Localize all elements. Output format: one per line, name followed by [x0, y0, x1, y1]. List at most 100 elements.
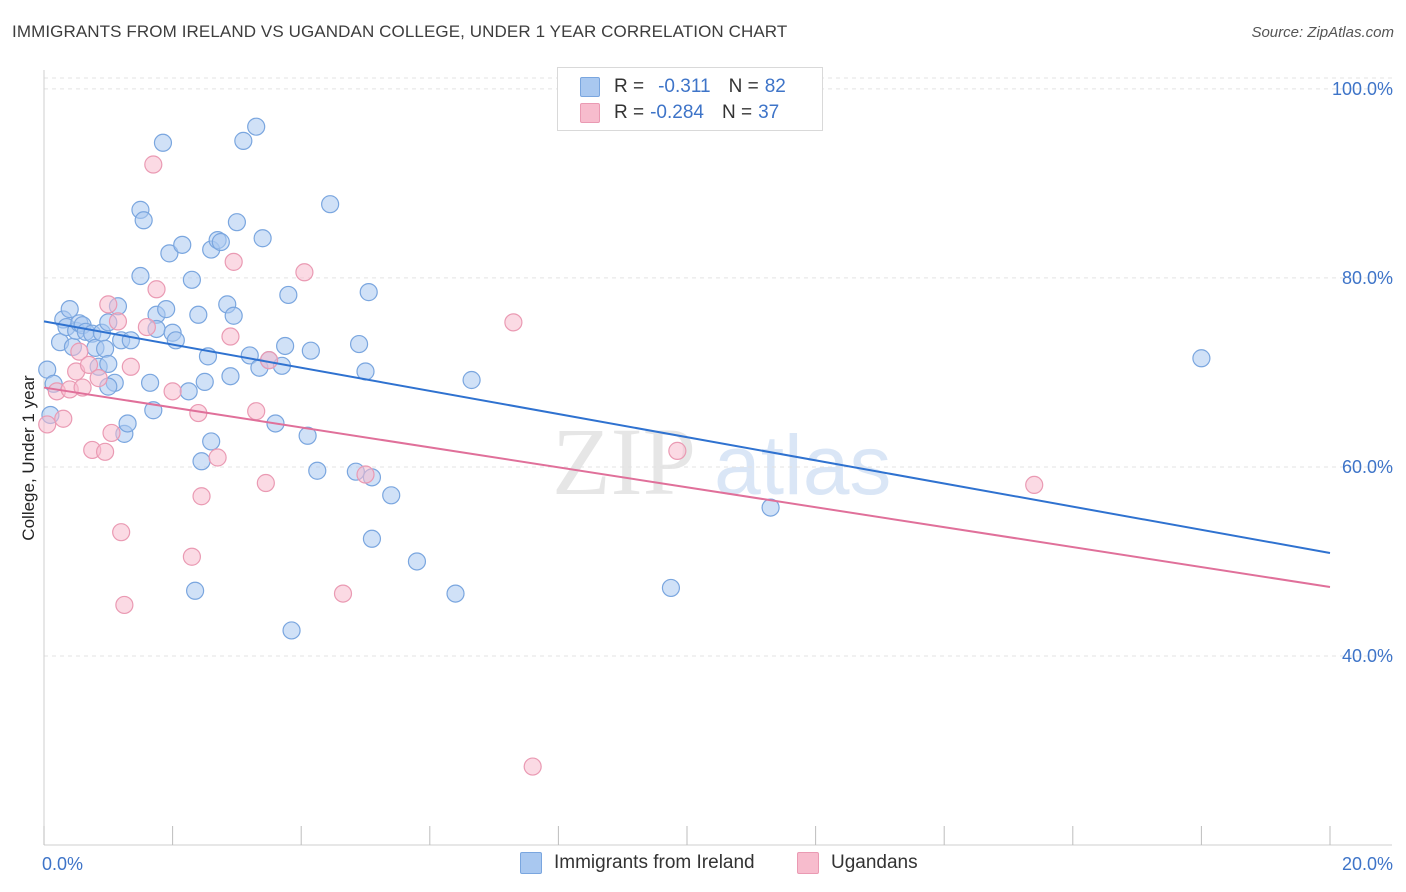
ireland-point — [121, 331, 140, 350]
ugandans-point — [163, 382, 182, 401]
axes — [43, 70, 1392, 846]
ireland-point — [182, 270, 201, 289]
ugandans-point — [89, 369, 108, 388]
ugandans-point — [38, 415, 57, 434]
y-tick-label: 80.0% — [1342, 268, 1393, 288]
ugandans-trend-line — [43, 386, 1331, 588]
ireland-point — [173, 235, 192, 254]
n-value: 37 — [758, 102, 780, 123]
ireland-point — [189, 305, 208, 324]
ireland-point — [253, 229, 272, 248]
legend-label-ireland: Immigrants from Ireland — [554, 852, 755, 873]
ireland-point — [118, 414, 137, 433]
ireland-point — [359, 283, 378, 302]
n-label: N = — [728, 76, 759, 97]
ireland-point — [279, 285, 298, 305]
chart-title: IMMIGRANTS FROM IRELAND VS UGANDAN COLLE… — [12, 22, 788, 41]
r-label: R = — [614, 76, 645, 97]
ugandans-point — [333, 584, 353, 603]
x-tick-label: 0.0% — [42, 854, 83, 874]
ireland-point — [761, 498, 780, 517]
ugandans-point — [523, 757, 542, 776]
legend-item-ireland: Immigrants from Ireland — [520, 852, 755, 874]
grid-lines — [44, 77, 1392, 657]
ireland-point — [134, 211, 153, 230]
ireland-point — [221, 367, 240, 386]
x-tick-label: 20.0% — [1342, 854, 1393, 874]
ireland-swatch — [580, 77, 600, 97]
ugandans-point — [95, 442, 115, 461]
legend-label-ugandans: Ugandans — [831, 852, 918, 873]
ireland-point — [140, 373, 160, 392]
ugandans-legend-swatch — [797, 852, 819, 874]
ugandans-point — [295, 263, 314, 282]
legend-item-ugandans: Ugandans — [797, 852, 918, 874]
ireland-point — [202, 432, 221, 451]
series-ugandans-points — [38, 155, 1044, 776]
r-label: R = — [614, 102, 645, 123]
ugandans-point — [70, 342, 89, 361]
ireland-point — [153, 133, 173, 152]
ugandans-swatch — [580, 103, 600, 123]
ireland-point — [211, 232, 230, 252]
ugandans-point — [256, 473, 275, 493]
ugandans-point — [99, 295, 118, 314]
y-axis-label: College, Under 1 year — [19, 375, 38, 541]
ugandans-point — [137, 317, 156, 337]
ugandans-point — [1025, 475, 1044, 495]
trend-lines — [43, 320, 1331, 588]
ireland-point — [298, 426, 317, 445]
ireland-point — [186, 581, 205, 600]
stats-legend-row-ugandans: R = -0.284 N = 37 — [580, 101, 779, 125]
ireland-point — [247, 117, 266, 136]
ugandans-point — [102, 423, 121, 443]
ugandans-point — [147, 280, 166, 299]
ireland-point — [276, 336, 295, 356]
ireland-point — [362, 529, 382, 548]
ireland-point — [446, 584, 465, 603]
ireland-point — [157, 300, 176, 319]
ugandans-point — [54, 409, 73, 428]
ugandans-point — [79, 355, 99, 374]
ireland-point — [195, 372, 214, 391]
stats-legend-row-ireland: R = -0.311 N = 82 — [580, 75, 786, 99]
ireland-point — [99, 354, 118, 374]
ireland-point — [1192, 349, 1211, 368]
ugandans-point — [668, 441, 687, 460]
ugandans-point — [108, 312, 128, 331]
stats-legend: R = -0.311 N = 82 R = -0.284 N = 37 — [557, 67, 823, 131]
ireland-legend-swatch — [520, 852, 542, 874]
watermark-zip: ZIP — [552, 408, 696, 515]
y-tick-label: 40.0% — [1342, 646, 1393, 666]
ireland-point — [234, 131, 253, 150]
ireland-point — [227, 213, 246, 232]
ugandans-point — [73, 378, 92, 397]
ugandans-point — [356, 465, 375, 484]
ugandans-point — [112, 523, 131, 542]
ugandans-point — [192, 487, 211, 506]
series-ireland-points — [38, 117, 1211, 640]
ugandans-point — [115, 595, 134, 615]
ireland-point — [160, 244, 179, 263]
ireland-point — [60, 300, 79, 319]
ireland-point — [462, 370, 481, 390]
ireland-point — [301, 341, 320, 360]
ugandans-point — [144, 155, 163, 174]
ugandans-point — [504, 313, 523, 332]
ugandans-point — [221, 327, 240, 346]
ireland-point — [349, 334, 369, 354]
ireland-point — [95, 339, 115, 358]
ugandans-point — [121, 357, 140, 376]
ireland-point — [382, 486, 401, 505]
ireland-point — [321, 195, 340, 214]
source-credit: Source: ZipAtlas.com — [1251, 24, 1394, 41]
ireland-trend-line — [43, 320, 1331, 554]
ireland-point — [407, 552, 427, 571]
ugandans-point — [224, 252, 243, 271]
ireland-point — [224, 306, 243, 325]
watermark-atlas: atlas — [714, 418, 891, 512]
r-value: -0.284 — [650, 102, 704, 123]
r-value: -0.311 — [658, 76, 711, 97]
ugandans-point — [182, 547, 201, 566]
